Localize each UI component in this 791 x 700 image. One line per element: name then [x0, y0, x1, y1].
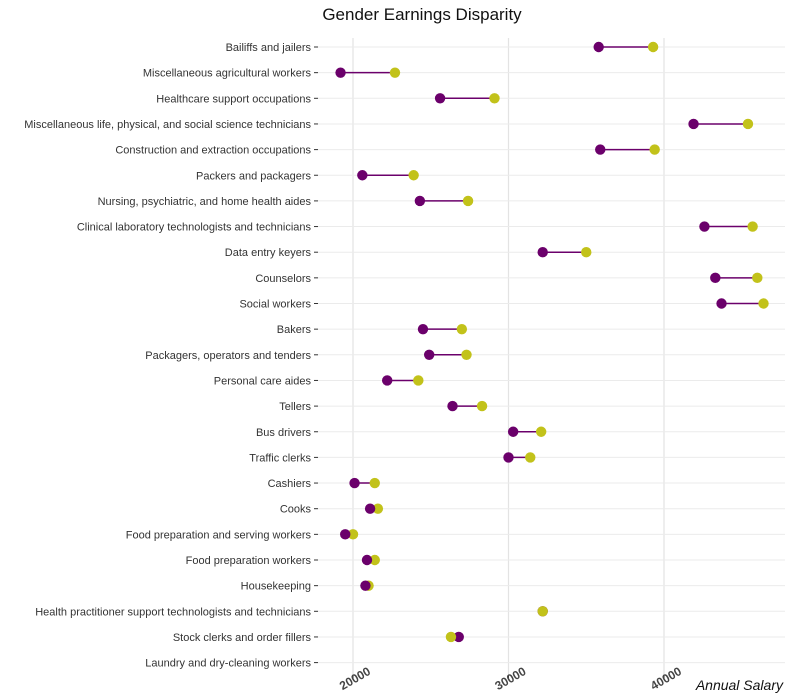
point-series-a [417, 323, 429, 335]
y-tick-label: Personal care aides [214, 375, 312, 387]
point-series-b [456, 323, 468, 335]
point-series-b [489, 93, 500, 104]
point-series-b [747, 221, 758, 232]
point-series-b [369, 477, 380, 489]
point-series-a [357, 170, 368, 181]
y-tick-label: Nursing, psychiatric, and home health ai… [98, 196, 312, 208]
y-tick-label: Bailiffs and jailers [226, 42, 312, 54]
y-tick-label: Counselors [255, 273, 311, 285]
chart-title: Gender Earnings Disparity [322, 5, 522, 24]
x-tick-label: 30000 [493, 664, 529, 693]
y-axis: Bailiffs and jailers Miscellaneous agricu… [24, 42, 318, 670]
point-series-b [649, 144, 660, 155]
point-series-a [414, 195, 426, 207]
dumbbell-segments [340, 46, 764, 638]
point-series-a [364, 503, 376, 514]
point-series-b [758, 298, 769, 309]
point-series-a [710, 272, 721, 284]
point-series-b [369, 554, 380, 566]
point-series-b [752, 272, 763, 284]
point-series-b [461, 349, 472, 360]
point-series-a [503, 452, 514, 463]
y-tick-label: Cashiers [268, 478, 312, 490]
y-tick-label: Social workers [239, 299, 311, 311]
x-tick-label: 40000 [648, 664, 684, 693]
y-tick-label: Food preparation and serving workers [126, 529, 312, 541]
point-series-b [372, 503, 384, 514]
point-series-a [688, 118, 699, 130]
y-tick-label: Clinical laboratory technologists and te… [77, 222, 312, 234]
y-tick-label: Cooks [280, 504, 312, 516]
horizontal-gridlines [318, 46, 785, 664]
y-tick-label: Miscellaneous agricultural workers [143, 68, 312, 80]
point-series-b [389, 67, 401, 78]
x-axis-title: Annual Salary [695, 677, 784, 693]
point-series-b [476, 400, 488, 412]
y-tick-label: Health practitioner support technologist… [35, 606, 311, 618]
y-tick-label: Packers and packagers [196, 170, 311, 182]
y-tick-label: Construction and extraction occupations [115, 145, 311, 157]
y-tick-label: Miscellaneous life, physical, and social… [24, 119, 311, 131]
point-series-a [349, 477, 360, 489]
point-series-b [537, 606, 548, 617]
point-series-a [453, 631, 464, 643]
point-series-b [535, 426, 547, 437]
y-tick-label: Bakers [277, 324, 312, 336]
point-series-a [340, 529, 351, 540]
point-series-a [382, 375, 393, 386]
point-series-a [423, 349, 435, 360]
x-tick-label: 20000 [337, 664, 373, 693]
point-series-a [360, 580, 371, 591]
point-series-a [335, 67, 346, 78]
point-series-b [408, 170, 419, 181]
point-series-b [413, 375, 424, 386]
y-tick-label: Food preparation workers [186, 555, 312, 567]
point-series-b [581, 247, 592, 258]
y-tick-label: Tellers [279, 401, 311, 413]
point-series-b [525, 452, 536, 463]
vertical-gridlines [352, 38, 665, 675]
point-series-a [699, 221, 710, 232]
point-series-b [742, 118, 754, 130]
point-series-a [595, 144, 606, 155]
y-tick-label: Healthcare support occupations [156, 93, 311, 105]
y-tick-label: Stock clerks and order fillers [173, 632, 312, 644]
point-series-b [445, 631, 457, 643]
y-tick-label: Data entry keyers [225, 247, 312, 259]
data-points [335, 41, 769, 643]
y-tick-label: Laundry and dry-cleaning workers [145, 658, 311, 670]
point-series-a [434, 93, 446, 104]
point-series-b [347, 529, 359, 540]
point-series-b [647, 41, 659, 53]
y-tick-label: Traffic clerks [249, 452, 311, 464]
point-series-a [447, 400, 458, 412]
point-series-a [537, 247, 548, 258]
y-tick-label: Packagers, operators and tenders [145, 350, 311, 362]
y-tick-label: Housekeeping [241, 581, 311, 593]
point-series-a [716, 298, 727, 309]
x-axis: 20000 30000 40000 [337, 664, 684, 693]
point-series-b [462, 195, 474, 207]
y-tick-label: Bus drivers [256, 427, 312, 439]
point-series-a [507, 426, 519, 437]
point-series-a [361, 554, 373, 566]
point-series-a [593, 41, 604, 53]
